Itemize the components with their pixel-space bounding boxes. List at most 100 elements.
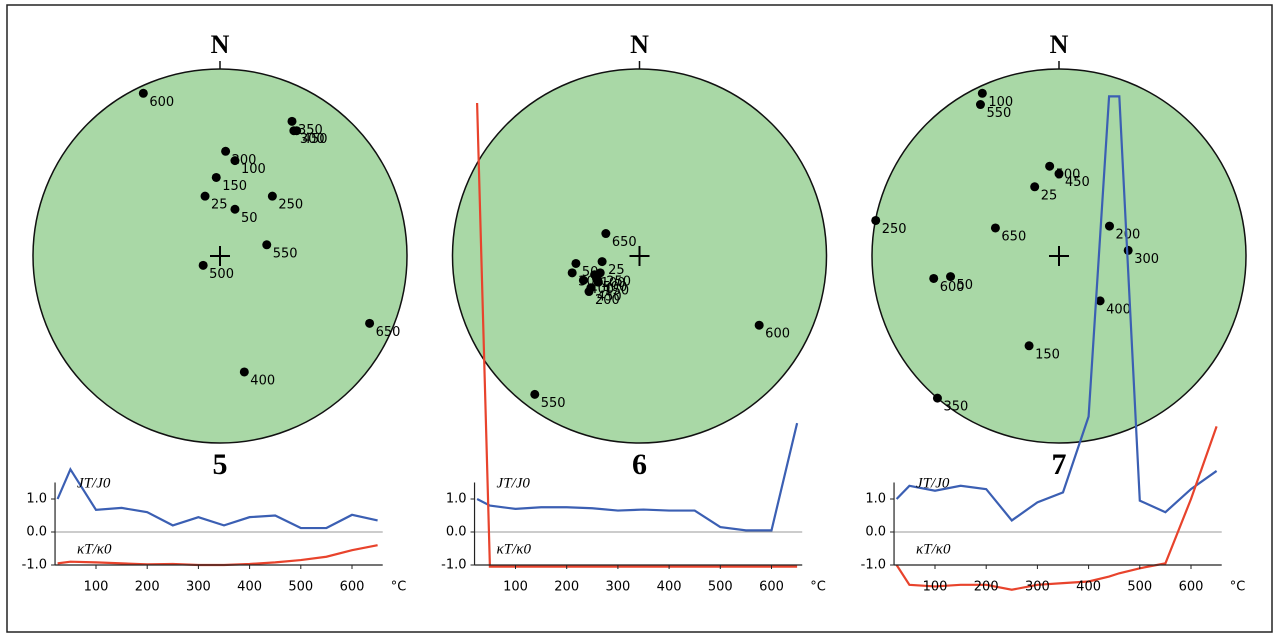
x-tick-label: 400 <box>657 580 682 595</box>
direction-point <box>578 275 588 285</box>
point-label: 250 <box>278 198 303 213</box>
x-tick-label: 300 <box>186 580 211 595</box>
direction-point <box>1030 182 1040 192</box>
direction-point <box>871 215 881 225</box>
x-tick-label: 100 <box>503 580 528 595</box>
x-tick-label: 100 <box>84 580 109 595</box>
direction-point <box>221 146 231 156</box>
direction-point <box>200 191 210 201</box>
y-tick-label: 1.0 <box>865 492 886 507</box>
direction-point <box>597 257 607 267</box>
series-line <box>56 466 378 530</box>
x-tick-label: 600 <box>1179 580 1204 595</box>
direction-point <box>601 229 611 239</box>
x-tick-label: 600 <box>759 580 784 595</box>
direction-point <box>977 88 987 98</box>
point-label: 550 <box>541 396 566 411</box>
series-line <box>476 102 798 568</box>
point-label: 600 <box>765 327 790 342</box>
x-tick-label: 300 <box>605 580 630 595</box>
y-tick-label: 0.0 <box>26 525 47 540</box>
panel-number: 6 <box>632 448 647 481</box>
direction-point <box>1095 296 1105 306</box>
direction-point <box>287 116 297 126</box>
series-label: JT/J0 <box>497 476 531 492</box>
point-label: 500 <box>602 280 627 295</box>
series-label: κT/κ0 <box>916 542 951 558</box>
direction-point <box>946 272 956 282</box>
panel-number: 7 <box>1052 448 1067 481</box>
point-label: 550 <box>986 106 1011 121</box>
point-label: 350 <box>298 123 323 138</box>
point-label: 25 <box>608 263 625 278</box>
point-label: 200 <box>1115 228 1140 243</box>
direction-point <box>929 273 939 283</box>
point-label: 25 <box>1041 188 1058 203</box>
series-line <box>895 95 1218 522</box>
panel-number: 5 <box>213 448 228 481</box>
point-label: 150 <box>604 284 629 299</box>
x-tick-label: 500 <box>288 580 313 595</box>
y-tick-label: -1.0 <box>22 558 47 573</box>
series-label: JT/J0 <box>77 476 111 492</box>
x-unit: °C <box>810 580 826 595</box>
point-label: 300 <box>1134 252 1159 267</box>
direction-point <box>754 320 764 330</box>
y-tick-label: 1.0 <box>446 492 467 507</box>
series-label: JT/J0 <box>916 476 950 492</box>
point-label: 25 <box>211 198 228 213</box>
direction-point <box>230 156 240 166</box>
direction-point <box>239 367 249 377</box>
point-label: 100 <box>241 162 266 177</box>
x-tick-label: 100 <box>923 580 948 595</box>
point-label: 600 <box>940 280 965 295</box>
point-label: 350 <box>943 400 968 415</box>
y-tick-label: 1.0 <box>26 492 47 507</box>
direction-point <box>975 100 985 110</box>
north-label: N <box>211 30 230 59</box>
point-label: 650 <box>376 325 401 340</box>
x-tick-label: 200 <box>554 580 579 595</box>
direction-point <box>1104 221 1114 231</box>
direction-point <box>1054 169 1064 179</box>
x-unit: °C <box>391 580 407 595</box>
series-line <box>476 422 799 532</box>
x-unit: °C <box>1230 580 1246 595</box>
point-label: 100 <box>601 276 626 291</box>
direction-point <box>289 126 299 136</box>
direction-point <box>990 223 1000 233</box>
x-tick-label: 500 <box>1127 580 1152 595</box>
point-label: 400 <box>250 373 275 388</box>
x-tick-label: 500 <box>708 580 733 595</box>
point-label: 200 <box>595 293 620 308</box>
y-tick-label: 0.0 <box>865 525 886 540</box>
point-label: 50 <box>241 211 258 226</box>
point-label: 650 <box>1001 229 1026 244</box>
point-label: 100 <box>988 95 1013 110</box>
direction-point <box>932 393 942 403</box>
north-label: N <box>1050 30 1069 59</box>
point-label: 400 <box>1106 302 1131 317</box>
y-tick-label: 0.0 <box>446 525 467 540</box>
direction-point <box>138 88 148 98</box>
point-label: 150 <box>222 179 247 194</box>
x-tick-label: 200 <box>974 580 999 595</box>
direction-point <box>567 268 577 278</box>
point-label: 50 <box>957 278 974 293</box>
y-tick-label: -1.0 <box>441 558 466 573</box>
series-label: κT/κ0 <box>77 542 112 558</box>
direction-point <box>584 287 594 297</box>
direction-point <box>365 318 375 328</box>
x-tick-label: 400 <box>1076 580 1101 595</box>
x-tick-label: 600 <box>340 580 365 595</box>
point-label: 250 <box>882 222 907 237</box>
direction-point <box>591 273 601 283</box>
direction-point <box>198 260 208 270</box>
direction-point <box>211 172 221 182</box>
point-label: 500 <box>209 267 234 282</box>
x-tick-label: 200 <box>135 580 160 595</box>
point-label: 600 <box>149 95 174 110</box>
direction-point <box>262 240 272 250</box>
point-label: 450 <box>1065 175 1090 190</box>
